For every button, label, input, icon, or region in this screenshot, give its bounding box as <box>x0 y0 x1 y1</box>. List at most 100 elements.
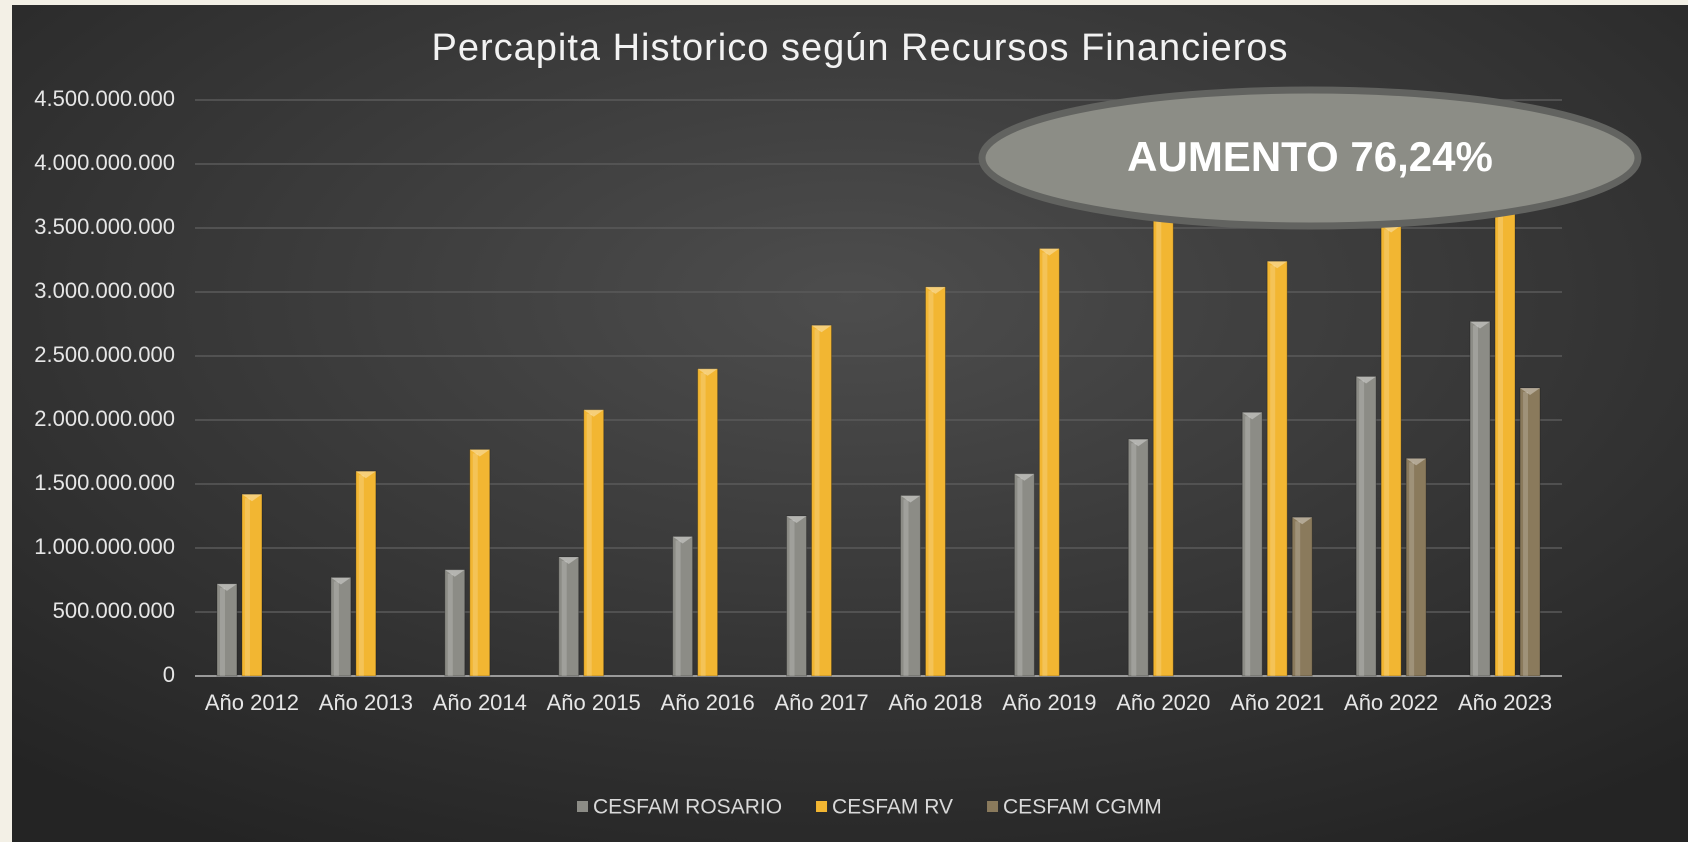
bar <box>558 556 580 677</box>
bar-highlight <box>1409 462 1415 676</box>
bar-cap <box>1039 248 1060 256</box>
bar-highlight <box>333 581 339 676</box>
x-tick-label: Año 2021 <box>1230 690 1324 715</box>
x-tick-label: Año 2017 <box>774 690 868 715</box>
bar <box>1355 375 1377 677</box>
bar-highlight <box>472 453 478 676</box>
bar-highlight <box>1017 477 1023 676</box>
bar-highlight <box>1295 521 1301 676</box>
bar-highlight <box>1042 252 1048 677</box>
bar-cap <box>216 583 237 591</box>
bar-cap <box>583 409 604 417</box>
bar-highlight <box>675 540 681 676</box>
legend-swatch <box>816 801 828 812</box>
bar-highlight <box>700 372 706 676</box>
y-tick-label: 0 <box>163 662 175 687</box>
bar <box>1241 411 1263 677</box>
bar-cap <box>1406 458 1427 466</box>
bar-cap <box>558 556 579 564</box>
bar <box>786 515 808 677</box>
bar-highlight <box>1359 380 1365 676</box>
y-tick-label: 4.000.000.000 <box>34 150 175 175</box>
bar <box>216 583 238 677</box>
chart-title: Percapita Historico según Recursos Finan… <box>431 27 1288 69</box>
bar-cap <box>811 325 832 333</box>
x-tick-label: Año 2012 <box>205 690 299 715</box>
bar-cap <box>1292 517 1313 525</box>
bar-cap <box>1267 261 1288 269</box>
y-tick-label: 2.000.000.000 <box>34 406 175 431</box>
bar-cap <box>1242 412 1263 420</box>
y-tick-label: 3.500.000.000 <box>34 214 175 239</box>
bar-highlight <box>244 498 250 676</box>
bar <box>811 324 833 677</box>
bar <box>583 409 605 677</box>
bar <box>1038 247 1060 677</box>
bar-cap <box>786 516 807 523</box>
y-tick-label: 4.500.000.000 <box>34 86 175 111</box>
bar <box>899 495 921 677</box>
annotation-group: AUMENTO 76,24% <box>978 86 1642 230</box>
x-tick-label: Año 2016 <box>661 690 755 715</box>
bar-cap <box>1014 473 1035 481</box>
bar <box>355 470 377 677</box>
x-tick-label: Año 2018 <box>888 690 982 715</box>
x-tick-label: Año 2015 <box>547 690 641 715</box>
legend-label: CESFAM RV <box>832 796 953 819</box>
bar <box>444 569 466 677</box>
bar-highlight <box>1473 325 1479 676</box>
bar-highlight <box>928 290 934 676</box>
bar-cap <box>1128 439 1149 447</box>
bar-highlight <box>1245 416 1251 676</box>
y-tick-label: 1.000.000.000 <box>34 534 175 559</box>
bar-highlight <box>447 573 453 676</box>
bar-highlight <box>358 475 364 676</box>
bar-cap <box>672 536 693 544</box>
bar-cap <box>1520 388 1541 395</box>
bar <box>241 493 263 677</box>
bar <box>672 535 694 677</box>
legend-label: CESFAM CGMM <box>1003 796 1162 819</box>
annotation-ellipse <box>978 86 1642 230</box>
bar-highlight <box>1498 155 1504 676</box>
bar-cap <box>1356 376 1377 384</box>
bar <box>1127 438 1149 677</box>
y-tick-label: 3.000.000.000 <box>34 278 175 303</box>
bar-highlight <box>586 413 592 676</box>
bar <box>1405 457 1427 677</box>
bar <box>469 448 491 677</box>
x-tick-label: Año 2020 <box>1116 690 1210 715</box>
bar-cap <box>697 368 718 376</box>
legend-swatch <box>987 801 999 812</box>
bar-cap <box>241 494 262 502</box>
bar-cap <box>330 577 351 585</box>
x-tick-label: Año 2023 <box>1458 690 1552 715</box>
y-tick-label: 500.000.000 <box>53 598 175 623</box>
bar-highlight <box>1131 443 1137 676</box>
bar-cap <box>469 449 490 457</box>
legend-label: CESFAM ROSARIO <box>593 796 782 819</box>
bar <box>330 576 352 677</box>
annotation-text: AUMENTO 76,24% <box>1127 133 1493 180</box>
x-tick-label: Año 2019 <box>1002 690 1096 715</box>
bar <box>697 368 719 677</box>
bar-highlight <box>219 587 225 676</box>
x-tick-label: Año 2013 <box>319 690 413 715</box>
bar-highlight <box>789 520 795 676</box>
bar-cap <box>900 495 921 503</box>
bar-cap <box>925 286 946 294</box>
bar <box>1291 516 1313 677</box>
bar-cap <box>444 569 465 577</box>
y-tick-label: 2.500.000.000 <box>34 342 175 367</box>
legend: CESFAM ROSARIO CESFAM RV CESFAM CGMM <box>577 796 1162 819</box>
bar <box>1013 473 1035 677</box>
bar <box>1266 260 1288 677</box>
bar <box>1519 387 1541 677</box>
bar <box>1469 320 1491 677</box>
bar <box>924 286 946 677</box>
legend-swatch <box>577 801 588 812</box>
bar-highlight <box>1270 265 1276 676</box>
x-tick-label: Año 2014 <box>433 690 527 715</box>
bar-highlight <box>1523 392 1529 676</box>
